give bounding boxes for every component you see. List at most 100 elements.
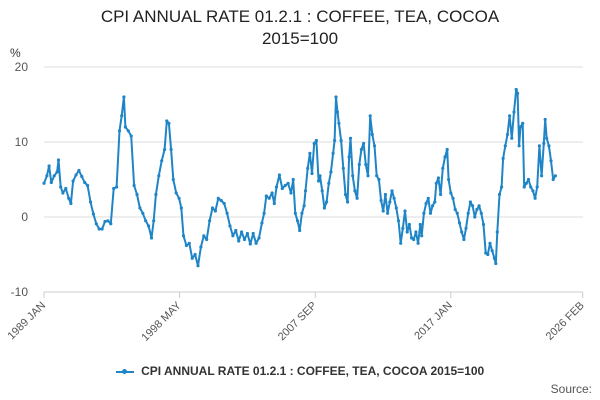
data-point[interactable] (455, 211, 459, 215)
data-point[interactable] (553, 174, 558, 178)
data-point[interactable] (181, 234, 186, 238)
data-point[interactable] (337, 121, 341, 125)
data-point[interactable] (165, 119, 169, 123)
data-point[interactable] (449, 191, 453, 195)
data-point[interactable] (270, 191, 274, 195)
data-point[interactable] (306, 166, 310, 170)
data-point[interactable] (490, 249, 494, 253)
series-line[interactable] (43, 88, 557, 267)
data-point[interactable] (412, 237, 416, 242)
data-point[interactable] (386, 211, 390, 215)
data-point[interactable] (377, 177, 381, 182)
data-point[interactable] (112, 186, 116, 191)
data-point[interactable] (289, 191, 293, 195)
data-point[interactable] (481, 222, 486, 227)
data-point[interactable] (494, 261, 498, 266)
data-point[interactable] (495, 230, 499, 234)
data-point[interactable] (240, 230, 244, 234)
data-point[interactable] (521, 121, 525, 125)
data-point[interactable] (414, 230, 418, 234)
data-point[interactable] (366, 174, 370, 178)
data-point[interactable] (308, 151, 312, 155)
data-point[interactable] (346, 200, 350, 204)
data-point[interactable] (103, 219, 107, 224)
data-point[interactable] (492, 256, 496, 260)
data-point[interactable] (228, 224, 232, 228)
data-point[interactable] (341, 166, 345, 170)
data-point[interactable] (512, 110, 516, 114)
data-point[interactable] (251, 231, 255, 236)
data-point[interactable] (47, 164, 51, 168)
data-point[interactable] (61, 191, 65, 195)
data-point[interactable] (222, 201, 226, 206)
data-point[interactable] (129, 134, 133, 138)
data-point[interactable] (234, 228, 238, 233)
legend[interactable]: CPI ANNUAL RATE 01.2.1 : COFFEE, TEA, CO… (0, 364, 600, 378)
data-point[interactable] (171, 177, 175, 182)
data-point[interactable] (348, 136, 353, 140)
data-point[interactable] (383, 192, 387, 197)
data-point[interactable] (503, 144, 507, 148)
data-point[interactable] (302, 204, 306, 208)
data-point[interactable] (353, 189, 357, 193)
data-point[interactable] (196, 264, 200, 268)
data-point[interactable] (471, 204, 475, 208)
data-point[interactable] (401, 226, 405, 230)
data-point[interactable] (55, 170, 59, 174)
data-point[interactable] (280, 186, 284, 191)
data-point[interactable] (351, 174, 355, 178)
data-point[interactable] (464, 226, 468, 230)
data-point[interactable] (531, 189, 535, 193)
data-point[interactable] (505, 132, 510, 137)
data-point[interactable] (174, 191, 178, 195)
data-point[interactable] (291, 177, 295, 182)
data-point[interactable] (67, 196, 71, 200)
data-point[interactable] (202, 234, 206, 238)
data-point[interactable] (303, 189, 308, 193)
data-point[interactable] (260, 221, 264, 225)
data-point[interactable] (375, 174, 379, 178)
data-point[interactable] (205, 237, 209, 242)
data-point[interactable] (497, 192, 502, 197)
data-point[interactable] (45, 174, 49, 178)
data-point[interactable] (141, 211, 145, 215)
data-point[interactable] (516, 91, 520, 95)
data-point[interactable] (187, 241, 191, 245)
data-point[interactable] (135, 192, 139, 197)
data-point[interactable] (248, 242, 252, 246)
data-point[interactable] (403, 209, 407, 213)
data-point[interactable] (347, 155, 351, 159)
data-point[interactable] (219, 198, 223, 203)
data-point[interactable] (551, 177, 555, 182)
data-point[interactable] (488, 241, 492, 245)
data-point[interactable] (468, 200, 472, 204)
data-point[interactable] (436, 176, 440, 180)
data-point[interactable] (286, 181, 290, 185)
data-point[interactable] (254, 241, 258, 245)
data-point[interactable] (293, 211, 297, 215)
data-point[interactable] (331, 151, 335, 155)
data-point[interactable] (320, 189, 324, 193)
data-point[interactable] (518, 125, 523, 129)
data-point[interactable] (460, 230, 464, 234)
data-point[interactable] (451, 196, 455, 200)
data-point[interactable] (522, 185, 526, 189)
data-point[interactable] (237, 239, 241, 243)
data-point[interactable] (80, 174, 84, 179)
data-point[interactable] (416, 241, 420, 245)
data-point[interactable] (394, 206, 398, 210)
data-point[interactable] (154, 192, 158, 197)
data-point[interactable] (167, 121, 171, 125)
data-point[interactable] (514, 87, 518, 92)
data-point[interactable] (312, 141, 316, 146)
data-point[interactable] (327, 181, 331, 185)
data-point[interactable] (272, 201, 276, 206)
data-point[interactable] (500, 185, 504, 189)
data-point[interactable] (117, 129, 122, 133)
data-point[interactable] (71, 179, 75, 183)
data-point[interactable] (362, 141, 366, 146)
data-point[interactable] (533, 196, 537, 200)
data-point[interactable] (388, 200, 392, 204)
data-point[interactable] (447, 177, 451, 182)
data-point[interactable] (314, 138, 318, 143)
